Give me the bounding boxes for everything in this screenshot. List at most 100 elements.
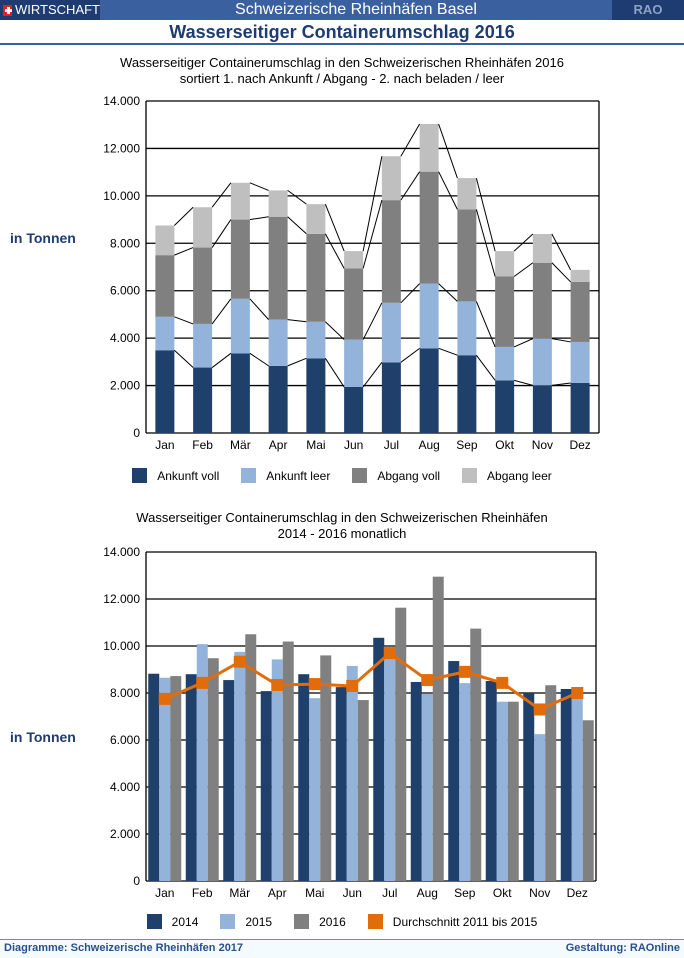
footer: Diagramme: Schweizerische Rheinhäfen 201…: [0, 940, 684, 958]
footer-credit[interactable]: Gestaltung: RAOnline: [565, 942, 680, 954]
chart1-bar-segment: [268, 216, 288, 320]
chart2-average-marker: [271, 679, 284, 692]
chart1-series-line: [438, 171, 458, 210]
chart1-bar-segment: [193, 323, 213, 368]
legend-swatch: [220, 914, 236, 929]
chart2-bar: [421, 693, 433, 881]
chart1-plot: 0 2.000 4.000 6.000 8.000 10.000 12.000 14.000 J…: [103, 94, 600, 452]
chart2-bar: [534, 734, 546, 881]
chart1-series-line: [249, 182, 269, 191]
chart2-bar: [346, 665, 358, 881]
chart2-bar: [298, 674, 310, 881]
chart2-xtick-label: Aug: [417, 886, 438, 900]
chart1-bar-segment: [230, 182, 250, 220]
chart2-bar: [260, 691, 272, 881]
legend-item-abgang-voll: Abgang voll: [352, 468, 440, 483]
legend-label: Ankunft leer: [266, 468, 331, 483]
chart1-bar-segment: [532, 262, 552, 339]
chart2-average-marker: [196, 676, 209, 689]
chart2-bar: [560, 689, 572, 881]
chart1-bar-segment: [193, 207, 213, 248]
chart2-subtitle: 2014 - 2016 monatlich: [277, 526, 407, 541]
chart2-legend: 2014 2015 2016 Durchschnitt 2011 bis 201…: [0, 914, 684, 929]
chart2-bar: [309, 698, 321, 881]
chart2-ytick-label: 14.000: [103, 545, 140, 559]
chart1-ytick-label: 6.000: [110, 284, 140, 298]
chart2-bar: [357, 700, 369, 881]
chart1-series-line: [513, 233, 534, 252]
chart2-average-marker: [458, 665, 471, 678]
chart1-bar-segment: [532, 338, 552, 386]
legend-item-ankunft-voll: Ankunft voll: [132, 468, 219, 483]
chart1-series-line: [211, 352, 232, 368]
legend-swatch: [352, 468, 368, 483]
chart1-xtick-label: Mär: [230, 438, 251, 452]
chart1-series-line: [211, 182, 232, 208]
chart1-bar-segment: [230, 298, 250, 354]
chart2-bar: [507, 701, 519, 881]
legend-item-2016: 2016: [294, 914, 346, 929]
chart2-bar: [485, 681, 497, 881]
chart1-bar-segment: [381, 362, 401, 433]
chart2-ytick-label: 2.000: [110, 827, 140, 841]
chart2-average-marker: [346, 679, 359, 692]
chart2-average-marker: [533, 703, 546, 716]
wirtschaft-link[interactable]: WIRTSCHAFT: [0, 0, 100, 20]
chart1-bar-segment: [570, 269, 590, 282]
chart1-bar-segment: [495, 346, 515, 381]
chart2-ytick-label: 10.000: [103, 639, 140, 653]
chart1-bar-segment: [306, 204, 326, 234]
legend-item-average: Durchschnitt 2011 bis 2015: [367, 914, 537, 929]
chart1-bar-segment: [306, 358, 326, 433]
brand-label: WIRTSCHAFT: [15, 2, 100, 17]
chart2-bar: [496, 701, 508, 881]
chart1-xtick-label: Apr: [269, 438, 288, 452]
rao-link[interactable]: RAO: [612, 0, 684, 20]
chart1-ytick-label: 4.000: [110, 331, 140, 345]
chart2-bar: [410, 681, 422, 881]
chart1-series-line: [400, 123, 421, 157]
chart1-xtick-label: Feb: [192, 438, 213, 452]
chart1-xtick-label: Jun: [344, 438, 363, 452]
chart2-bar: [395, 607, 407, 881]
chart1-bar-segment: [155, 350, 175, 433]
chart1-bar-segment: [495, 276, 515, 347]
chart2-average-marker: [383, 647, 396, 660]
chart2-bar: [185, 674, 197, 881]
chart2-bar: [384, 656, 396, 881]
chart2-bar: [271, 659, 283, 881]
chart2-xtick-label: Jun: [343, 886, 362, 900]
chart2-bar: [448, 661, 460, 881]
chart1-bar-segment: [570, 382, 590, 433]
chart2-average-marker: [421, 674, 434, 687]
chart1-xtick-label: Jan: [155, 438, 174, 452]
chart1-series-line: [400, 283, 420, 304]
chart1-series-line: [249, 298, 269, 320]
chart1-bar-segment: [419, 348, 439, 433]
chart2-average-line: [164, 651, 578, 712]
legend-item-2015: 2015: [220, 914, 272, 929]
chart1-series-line: [513, 338, 534, 348]
chart1-title: Wasserseitiger Containerumschlag in den …: [120, 55, 564, 70]
chart1-bar-segment: [306, 321, 326, 359]
legend-label: Abgang voll: [377, 468, 441, 483]
chart2-bar: [373, 637, 385, 881]
chart1-series-line: [249, 352, 269, 367]
chart1-bar-segment: [381, 200, 401, 303]
chart1-bar-segment: [268, 190, 288, 217]
chart2-bar: [245, 634, 257, 881]
chart2-bar: [320, 655, 332, 881]
chart1-unit-label: in Tonnen: [10, 230, 76, 246]
chart2-bar: [335, 687, 347, 881]
legend-label: 2014: [171, 914, 199, 929]
chart1-bar-segment: [344, 251, 364, 269]
chart2-bar: [545, 685, 557, 881]
chart2-bar: [170, 676, 182, 881]
chart2-plot: 0 2.000 4.000 6.000 8.000 10.000 12.000 14.000 J…: [103, 545, 597, 900]
chart1-series-line: [475, 301, 496, 348]
chart1-bar-segment: [193, 247, 213, 324]
legend-item-ankunft-leer: Ankunft leer: [241, 468, 330, 483]
chart1-series-line: [475, 177, 496, 252]
swiss-flag-icon: [3, 4, 13, 16]
chart1-bar-segment: [532, 234, 552, 263]
